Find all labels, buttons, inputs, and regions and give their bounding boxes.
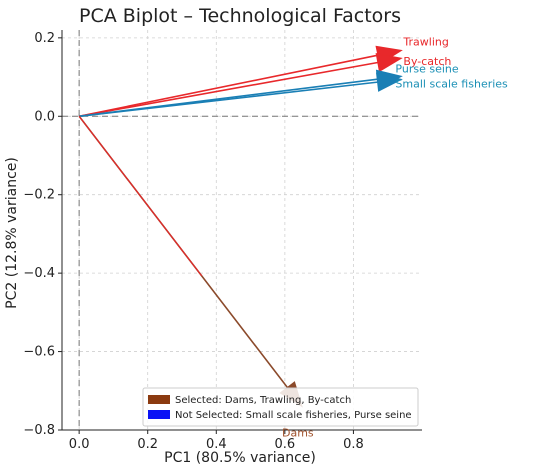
x-tick-label: 0.4 <box>206 437 227 452</box>
x-tick-label: 0.2 <box>137 437 158 452</box>
vector-label-by-catch: By-catch <box>403 55 451 68</box>
y-tick-label: −0.6 <box>23 345 55 360</box>
legend-swatch <box>148 395 170 404</box>
legend-label: Selected: Dams, Trawling, By-catch <box>175 395 351 406</box>
loading-vectors <box>78 45 403 408</box>
vector-label-small-scale-fisheries: Small scale fisheries <box>395 77 508 90</box>
vector-shaft <box>78 54 379 118</box>
vector-shaft <box>79 61 378 118</box>
x-tick-label: 0.6 <box>275 437 296 452</box>
y-tick-label: −0.4 <box>23 266 55 281</box>
vector-label-dams: Dams <box>282 426 314 439</box>
vector-arrowhead <box>375 53 403 73</box>
legend-box <box>142 387 419 427</box>
chart-title: PCA Biplot – Technological Factors <box>79 5 401 27</box>
grid-lines <box>62 30 422 431</box>
vector-label-purse-seine: Purse seine <box>395 62 458 75</box>
x-axis-title: PC1 (80.5% variance) <box>164 450 316 466</box>
x-tick-label: 0.0 <box>69 437 90 452</box>
y-tick-label: 0.0 <box>34 109 55 124</box>
vector-shaft <box>79 81 378 118</box>
y-tick-label: −0.2 <box>23 188 55 203</box>
y-tick-label: 0.2 <box>34 31 55 46</box>
legend: Selected: Dams, Trawling, By-catch Not Se… <box>142 387 419 427</box>
y-axis-title: PC2 (12.8% variance) <box>4 157 20 309</box>
vector-label-trawling: Trawling <box>402 35 448 48</box>
reference-lines <box>62 30 422 430</box>
vector-arrowhead <box>375 72 403 92</box>
legend-swatch <box>148 410 170 419</box>
x-tick-label: 0.8 <box>343 437 364 452</box>
legend-label: Not Selected: Small scale fisheries, Pur… <box>175 410 412 421</box>
vector-small-scale-fisheries <box>79 72 403 118</box>
vector-by-catch <box>79 53 403 118</box>
y-tick-label: −0.8 <box>23 423 55 438</box>
dams-vector-overlay <box>78 115 203 277</box>
axes: 0.0 0.2 0.4 0.6 0.8 0.2 0.0 −0.2 −0.4 −0.6 −0.8 <box>23 30 422 452</box>
